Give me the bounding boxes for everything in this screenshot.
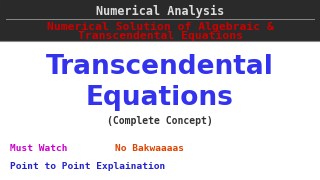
Text: Must Watch: Must Watch bbox=[10, 144, 67, 153]
Text: Transcendental Equations: Transcendental Equations bbox=[77, 31, 243, 41]
Text: No Bakwaaaas: No Bakwaaaas bbox=[115, 144, 184, 153]
Text: Numerical Analysis: Numerical Analysis bbox=[96, 5, 224, 18]
Text: Numerical Solution of Algebraic &: Numerical Solution of Algebraic & bbox=[47, 22, 273, 32]
Bar bbox=[0, 0, 320, 40]
Text: Equations: Equations bbox=[86, 85, 234, 111]
Text: (Complete Concept): (Complete Concept) bbox=[107, 116, 213, 127]
Text: Point to Point Explaination: Point to Point Explaination bbox=[10, 162, 165, 171]
Text: Transcendental: Transcendental bbox=[46, 55, 274, 80]
